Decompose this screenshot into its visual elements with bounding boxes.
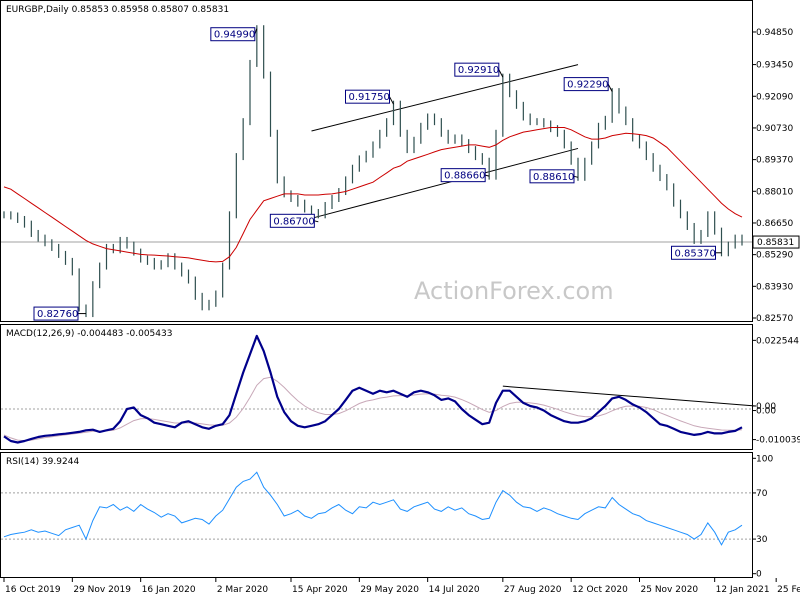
macd-y-tick-label: 0.00 [756,402,776,412]
annotation-label: 0.82760 [37,309,78,320]
annotation-leader [498,69,504,78]
annotation-box [210,27,256,42]
price-y-tick-label: 0.82570 [756,314,793,324]
x-tick-label: 15 Apr 2020 [292,585,348,595]
price-panel: 0.94850 0.93450 0.92090 0.90730 0.89370 0.880… [1,25,800,324]
annotation-label: 0.92910 [458,65,499,76]
price-trendline-1 [311,64,579,132]
annotation-box [529,169,575,184]
price-y-tick-label: 0.89370 [756,156,793,166]
annotation-label: 0.86700 [273,216,314,227]
x-axis: 16 Oct 2019 29 Nov 2019 16 Jan 2020 2 Mar 2… [3,578,800,595]
rsi-y-tick-label: 70 [756,489,768,499]
price-y-tick-label: 0.92090 [756,92,793,102]
rsi-header: RSI(14) 39.9244 [6,457,79,467]
macd-y-tick-label: 0.022544 [756,336,799,346]
macd-signal-line [3,376,743,442]
annotation-label: 0.85370 [675,248,716,259]
annotation-label: 0.92290 [567,80,608,91]
price-panel-frame [0,0,753,322]
annotation-leader [573,175,579,178]
macd-trendline [502,385,756,407]
price-y-tick-label: 0.85290 [756,251,793,261]
annotation-box [563,77,609,92]
x-tick-label: 25 Feb 2021 [777,585,800,595]
macd-line [3,334,743,444]
x-tick-label: 29 May 2020 [360,585,419,595]
annotation-label: 0.88660 [444,171,485,182]
x-tick-label: 12 Oct 2020 [572,585,628,595]
price-trendline-2 [311,147,579,219]
rsi-y-tick-label: 0 [756,570,762,580]
x-tick-label: 14 Jul 2020 [429,585,480,595]
macd-panel: 0.022544 0.000.00 -0.010039 [1,334,800,446]
macd-y-tick-label: -0.010039 [756,436,800,446]
current-price-box [752,235,800,249]
x-tick-label: 2 Mar 2020 [217,585,269,595]
rsi-y-tick-label: 100 [756,454,773,464]
x-tick-label: 16 Jan 2020 [142,585,196,595]
rsi-y-tick-label: 30 [756,535,768,545]
macd-y-tick-label: 0.00 [756,407,776,417]
watermark: ActionForex.com [414,277,614,305]
current-price-label: 0.85831 [757,238,794,248]
annotation-box [345,89,390,104]
x-tick-label: 16 Oct 2019 [5,585,61,595]
annotation-box [454,62,500,77]
annotation-leader [314,220,319,223]
x-tick-label: 12 Jan 2021 [716,585,770,595]
macd-header: MACD(12,26,9) -0.004483 -0.005433 [6,329,172,339]
x-tick-label: 29 Nov 2019 [73,585,131,595]
x-tick-label: 27 Aug 2020 [504,585,562,595]
price-header: EURGBP,Daily 0.85853 0.85958 0.85807 0.8… [6,5,229,15]
price-y-tick-label: 0.83930 [756,282,793,292]
rsi-panel: 100 70 30 0 [1,454,773,580]
annotation-label: 0.88610 [533,172,574,183]
annotation-box [671,245,716,260]
annotation-box [440,168,486,183]
price-ma-line [3,127,743,263]
price-y-tick-label: 0.94850 [756,28,793,38]
annotation-leader [389,96,394,105]
annotation-label: 0.94990 [214,30,255,41]
price-y-tick-label: 0.88010 [756,187,793,197]
macd-panel-frame [0,324,753,450]
rsi-panel-frame [0,452,753,578]
annotation-leader [485,174,490,177]
annotation-box [33,306,79,321]
annotation-leader [607,83,613,92]
x-tick-label: 25 Nov 2020 [641,585,699,595]
annotation-label: 0.91750 [349,92,390,103]
annotation-box [269,213,315,228]
price-y-tick-label: 0.93450 [756,61,793,71]
rsi-line [3,471,743,546]
price-y-tick-label: 0.90730 [756,124,793,134]
price-y-tick-label: 0.86650 [756,219,793,229]
